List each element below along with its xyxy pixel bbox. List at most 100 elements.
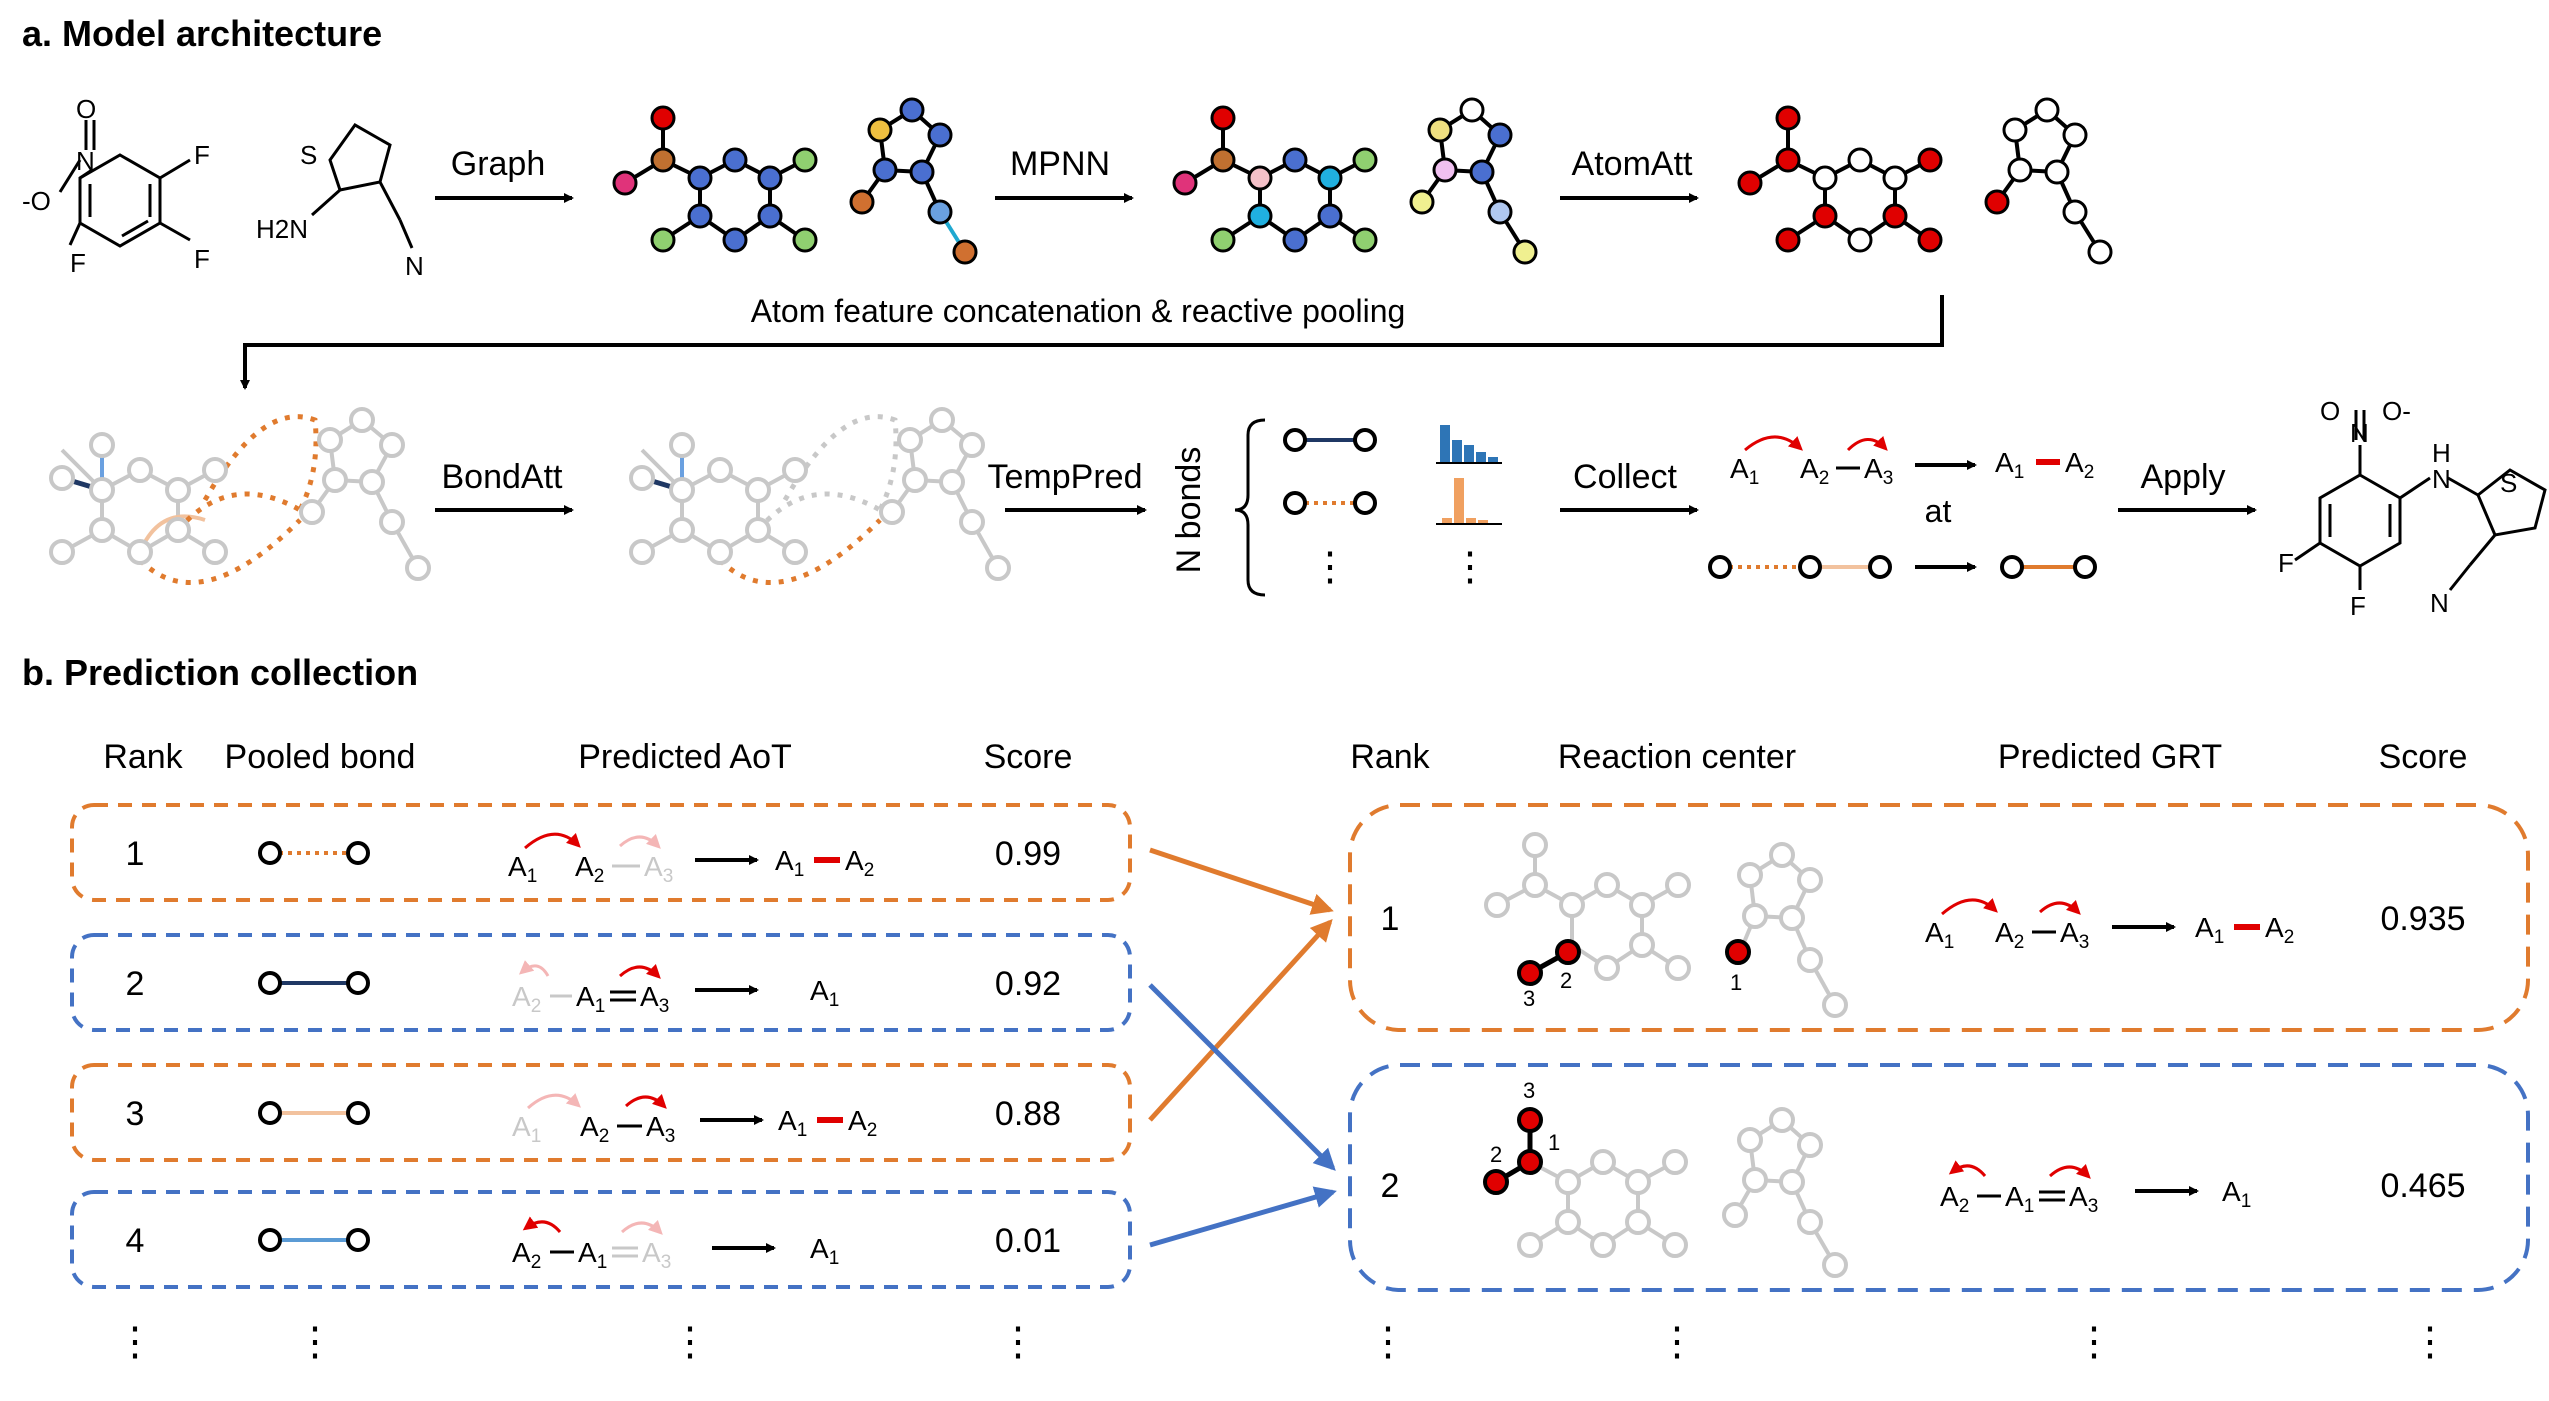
prod-atom-n-nitrile: N [2430, 588, 2449, 618]
prod-atom-h: H [2432, 438, 2451, 468]
aot-row-4: A2 A1 A3 A1 [512, 1216, 839, 1273]
center-num-3: 3 [1523, 986, 1535, 1011]
reaction-center-graph-2: 3 2 1 [1483, 1078, 1848, 1278]
svg-text:⋮: ⋮ [670, 1320, 710, 1364]
svg-text:⋮: ⋮ [1368, 1320, 1408, 1364]
svg-text:A3: A3 [2060, 917, 2089, 953]
pooling-connector [240, 295, 1944, 390]
svg-text:A1: A1 [2222, 1176, 2251, 1212]
svg-text:A2: A2 [512, 1237, 541, 1273]
graph-pooled-bonds-2 [629, 407, 1011, 585]
prod-atom-n-plus: N [2350, 418, 2369, 448]
prod-atom-n-amine: N [2432, 464, 2451, 494]
reaction-center-graph-1: 3 2 1 [1484, 832, 1848, 1018]
step-labels-row1: Graph MPNN AtomAtt [451, 145, 1693, 183]
prod-atom-o-minus: O- [2382, 396, 2411, 426]
svg-text:⋮: ⋮ [2410, 1320, 2450, 1364]
header-score: Score [984, 738, 1073, 776]
left-row-4: 4 A2 A1 A3 A1 0.01 [70, 1190, 1132, 1289]
right-row-2: 2 [1348, 1063, 2530, 1292]
label-atomatt: AtomAtt [1572, 145, 1693, 183]
label-temppred: TempPred [988, 458, 1143, 496]
svg-text:A2: A2 [2065, 447, 2094, 483]
svg-text:A1: A1 [1730, 453, 1759, 489]
svg-text:A2: A2 [580, 1111, 609, 1147]
bond-at-expression [1708, 555, 2097, 579]
n-bonds-brace [1234, 418, 1266, 597]
atom-f1: F [194, 140, 210, 170]
panel-a-title: a. Model architecture [22, 13, 382, 54]
svg-text:A3: A3 [2069, 1181, 2098, 1217]
template-distribution-histograms: ⋮ [1436, 425, 1502, 589]
row-rank: 4 [126, 1222, 145, 1260]
row-score: 0.01 [995, 1222, 1061, 1260]
graph-mpnn-1 [1172, 105, 1378, 253]
svg-text:A2: A2 [512, 981, 541, 1017]
histogram-ellipsis: ⋮ [1450, 545, 1490, 589]
grt-row-2: A2 A1 A3 A1 [1940, 1160, 2251, 1217]
label-collect: Collect [1573, 458, 1677, 496]
prod-atom-o: O [2320, 396, 2340, 426]
aot-row-1: A1 A2 A3 A1 A2 [508, 832, 874, 887]
svg-text:A3: A3 [644, 851, 673, 887]
label-at: at [1925, 493, 1952, 529]
arrow-row1-to-rc1 [1149, 847, 1334, 915]
header-pooled-bond: Pooled bond [225, 738, 416, 776]
left-ellipses: ⋮ ⋮ ⋮ ⋮ [115, 1320, 1038, 1364]
right-row-1: 1 [1348, 803, 2530, 1032]
svg-text:A2: A2 [575, 851, 604, 887]
header-reaction-center: Reaction center [1558, 738, 1796, 776]
label-apply: Apply [2140, 458, 2225, 496]
svg-text:A3: A3 [1864, 453, 1893, 489]
aot-row-2: A2 A1 A3 A1 [512, 960, 839, 1017]
svg-text:A1: A1 [576, 981, 605, 1017]
svg-text:A3: A3 [646, 1111, 675, 1147]
arrow-row4-to-rc2 [1149, 1186, 1337, 1248]
label-mpnn: MPNN [1010, 145, 1110, 183]
atom-o-minus: -O [22, 186, 51, 216]
svg-text:A2: A2 [1800, 453, 1829, 489]
graph-pooled-bonds-1 [49, 407, 431, 585]
header-rank-right: Rank [1350, 738, 1430, 776]
svg-text:A1: A1 [775, 845, 804, 881]
right-ellipses: ⋮ ⋮ ⋮ ⋮ [1368, 1320, 2450, 1364]
svg-text:A1: A1 [2195, 912, 2224, 948]
header-predicted-aot: Predicted AoT [578, 738, 792, 776]
aot-row-3: A1 A2 A3 A1 A2 [512, 1093, 877, 1147]
svg-text:A1: A1 [512, 1111, 541, 1147]
row-rank: 2 [1381, 1167, 1400, 1205]
center-num-1: 1 [1548, 1130, 1560, 1155]
svg-text:A2: A2 [848, 1105, 877, 1141]
left-row-2: 2 A2 A1 A3 A1 0.92 [70, 933, 1132, 1032]
panel-b-title: b. Prediction collection [22, 652, 418, 693]
svg-text:A2: A2 [1940, 1181, 1969, 1217]
row-score: 0.465 [2380, 1167, 2465, 1205]
svg-text:A2: A2 [845, 845, 874, 881]
reactant-thiophene [311, 123, 414, 249]
center-num-2: 2 [1560, 968, 1572, 993]
svg-text:A2: A2 [2265, 912, 2294, 948]
row-rank: 2 [126, 965, 145, 1003]
graph-colored-2 [849, 97, 978, 265]
row-rank: 1 [1381, 900, 1400, 938]
header-rank: Rank [103, 738, 183, 776]
atom-s: S [300, 140, 317, 170]
atom-h2n: H2N [256, 214, 308, 244]
row-rank: 1 [126, 835, 145, 873]
arrow-row3-to-rc1 [1148, 919, 1333, 1122]
prod-atom-f1: F [2278, 548, 2294, 578]
grt-row-1: A1 A2 A3 A1 A2 [1925, 898, 2294, 953]
center-num-1: 1 [1730, 970, 1742, 995]
graph-atomatt-2 [1984, 97, 2113, 265]
svg-text:⋮: ⋮ [295, 1320, 335, 1364]
product-atom-labels: O O- N H N S F F N [2278, 396, 2517, 621]
row-score: 0.935 [2380, 900, 2465, 938]
prod-atom-f2: F [2350, 591, 2366, 621]
svg-text:A3: A3 [640, 981, 669, 1017]
svg-text:⋮: ⋮ [115, 1320, 155, 1364]
svg-text:A1: A1 [508, 851, 537, 887]
reactant2-atom-labels: S H2N N [256, 140, 424, 281]
atom-f2: F [194, 244, 210, 274]
svg-text:A1: A1 [1995, 447, 2024, 483]
